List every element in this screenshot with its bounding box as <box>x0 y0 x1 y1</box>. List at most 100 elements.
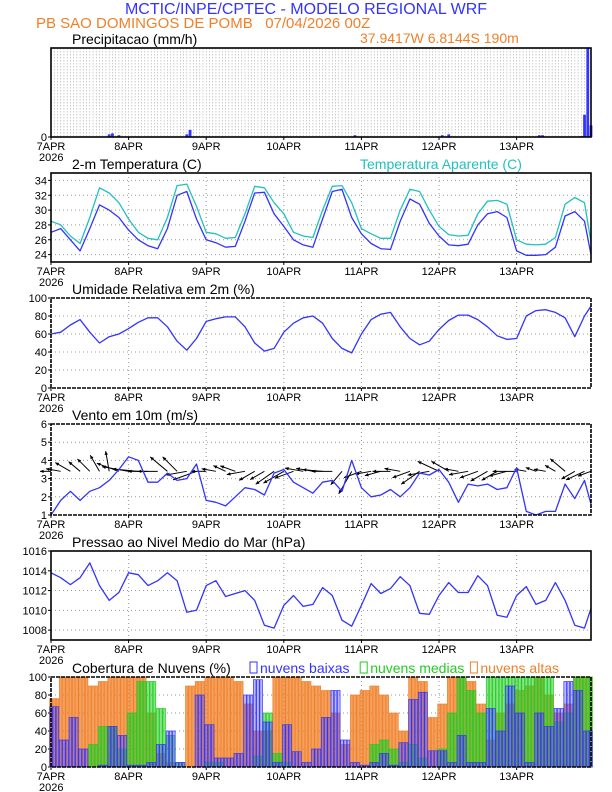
cloud-bar-nuvens-baixas <box>382 753 386 768</box>
cloud-bar-nuvens-altas <box>214 676 218 768</box>
cloud-bar-nuvens-baixas <box>369 762 373 768</box>
cloud-bar-nuvens-medias <box>466 690 470 768</box>
cloud-bar-nuvens-baixas <box>156 744 160 768</box>
x-tick-label: 12APR <box>422 519 457 531</box>
wind-arrow-head <box>226 472 231 476</box>
cloud-bar-nuvens-altas <box>363 690 367 768</box>
cloud-bar-nuvens-baixas <box>579 690 583 768</box>
cloud-bar-nuvens-altas <box>217 676 221 768</box>
wind-arrow-head <box>239 477 244 481</box>
y-tick-label: 26 <box>35 235 47 247</box>
panel-title: Umidade Relativa em 2m (%) <box>72 281 255 297</box>
x-tick-label: 9APR <box>192 266 221 278</box>
cloud-bar-nuvens-baixas <box>165 730 170 768</box>
panel-title: Cobertura de Nuvens (%) <box>72 660 231 676</box>
wind-arrow-head <box>284 467 289 471</box>
cloud-bar-nuvens-baixas <box>172 730 176 768</box>
legend-label: nuvens medias <box>370 660 464 676</box>
cloud-bar-nuvens-baixas <box>298 751 302 768</box>
cloud-bar-nuvens-baixas <box>379 753 383 768</box>
cloud-bar-nuvens-altas <box>230 676 234 768</box>
cloud-bar-nuvens-baixas <box>285 724 289 768</box>
location-subtitle: PB SAO DOMINGOS DE POMB 07/04/2026 00Z <box>36 15 370 32</box>
wind-arrow <box>407 470 430 476</box>
wind-arrow-head <box>384 467 389 471</box>
cloud-bar-nuvens-baixas <box>120 735 124 768</box>
cloud-bar-nuvens-baixas <box>265 721 270 768</box>
wind-arrow-head <box>448 472 453 476</box>
wind-arrow-head <box>565 476 570 481</box>
cloud-bar-nuvens-baixas <box>430 750 435 768</box>
cloud-bar-nuvens-baixas <box>421 691 425 768</box>
cloud-bar-nuvens-baixas <box>511 685 516 768</box>
x-tick-label: 8APR <box>114 519 143 531</box>
cloud-bar-nuvens-baixas <box>139 764 144 768</box>
wind-arrow-head <box>213 465 218 469</box>
cloud-bar-nuvens-altas <box>350 694 354 768</box>
wind-arrow <box>417 460 440 472</box>
wind-arrow-head <box>128 469 132 474</box>
cloud-bar-nuvens-baixas <box>123 735 128 768</box>
cloud-bar-nuvens-baixas <box>130 764 134 768</box>
cloud-bar-nuvens-baixas <box>385 753 389 768</box>
wind-arrow-head <box>112 467 117 472</box>
cloud-bar-nuvens-baixas <box>291 751 296 768</box>
wind-arrow-head <box>77 458 82 463</box>
precip-bar <box>447 134 451 137</box>
wind-arrow-head <box>302 468 307 472</box>
cloud-bar-nuvens-medias <box>94 744 98 768</box>
y-tick-label: 60 <box>35 708 47 720</box>
cloud-bar-nuvens-medias <box>476 712 480 768</box>
cloud-bar-nuvens-baixas <box>304 762 309 768</box>
y-tick-label: 3 <box>41 474 47 486</box>
panel-title: Precipitacao (mm/h) <box>72 31 197 47</box>
x-tick-label: 11APR <box>344 141 378 153</box>
cloud-bar-nuvens-baixas <box>437 750 441 768</box>
wind-arrow-head <box>577 473 582 477</box>
cloud-bar-nuvens-baixas <box>107 726 111 768</box>
cloud-bar-nuvens-medias <box>139 681 144 768</box>
cloud-bar-nuvens-baixas <box>81 748 85 768</box>
cloud-bar-nuvens-baixas <box>333 690 338 768</box>
wind-arrow-head <box>533 468 538 472</box>
legend-swatch-nuvens-medias <box>359 661 368 674</box>
cloud-bar-nuvens-altas <box>227 676 231 768</box>
x-tick-label: 9APR <box>192 141 221 153</box>
cloud-bar-nuvens-baixas <box>569 681 574 768</box>
precip-bar <box>353 135 357 137</box>
cloud-bar-nuvens-baixas <box>508 685 512 768</box>
cloud-bar-nuvens-baixas <box>411 699 415 768</box>
cloud-bar-nuvens-baixas <box>201 694 205 768</box>
main-title: MCTIC/INPE/CPTEC - MODELO REGIONAL WRF <box>125 1 487 18</box>
cloud-bar-nuvens-altas <box>185 685 189 768</box>
cloud-bar-nuvens-baixas <box>236 753 241 768</box>
x-tick-label: 11APR <box>344 644 378 656</box>
cloud-bar-nuvens-medias <box>146 681 150 768</box>
cloud-bar-nuvens-medias <box>136 681 140 768</box>
series-line-temp-0 <box>50 188 592 256</box>
cloud-bar-nuvens-baixas <box>505 685 509 768</box>
legend-label: Temperatura Aparente (C) <box>360 156 522 172</box>
cloud-bar-nuvens-baixas <box>521 712 525 768</box>
y-tick-label: 6 <box>41 419 47 431</box>
x-tick-label: 10APR <box>266 644 301 656</box>
precip-bar <box>541 135 544 137</box>
cloud-bar-nuvens-medias <box>527 676 532 768</box>
x-tick-label: 11APR <box>344 392 378 404</box>
cloud-bar-nuvens-medias <box>392 748 396 768</box>
wind-arrow-head <box>104 451 108 455</box>
cloud-bar-nuvens-baixas <box>62 739 66 768</box>
plot-frame <box>50 47 592 138</box>
cloud-bar-nuvens-baixas <box>256 679 260 768</box>
cloud-bar-nuvens-baixas <box>71 717 76 768</box>
cloud-bar-nuvens-baixas <box>434 750 438 768</box>
wind-arrow-head <box>311 469 316 474</box>
wind-arrow-head <box>401 480 406 485</box>
panel-temp: 2-m Temperatura (C) 24 26 28 30 32 34 7APR 8APR 9… <box>35 156 592 289</box>
cloud-bar-nuvens-altas <box>188 685 192 768</box>
cloud-bar-nuvens-baixas <box>324 717 328 768</box>
y-tick-label: 40 <box>35 347 47 359</box>
cloud-bar-nuvens-baixas <box>586 730 590 768</box>
